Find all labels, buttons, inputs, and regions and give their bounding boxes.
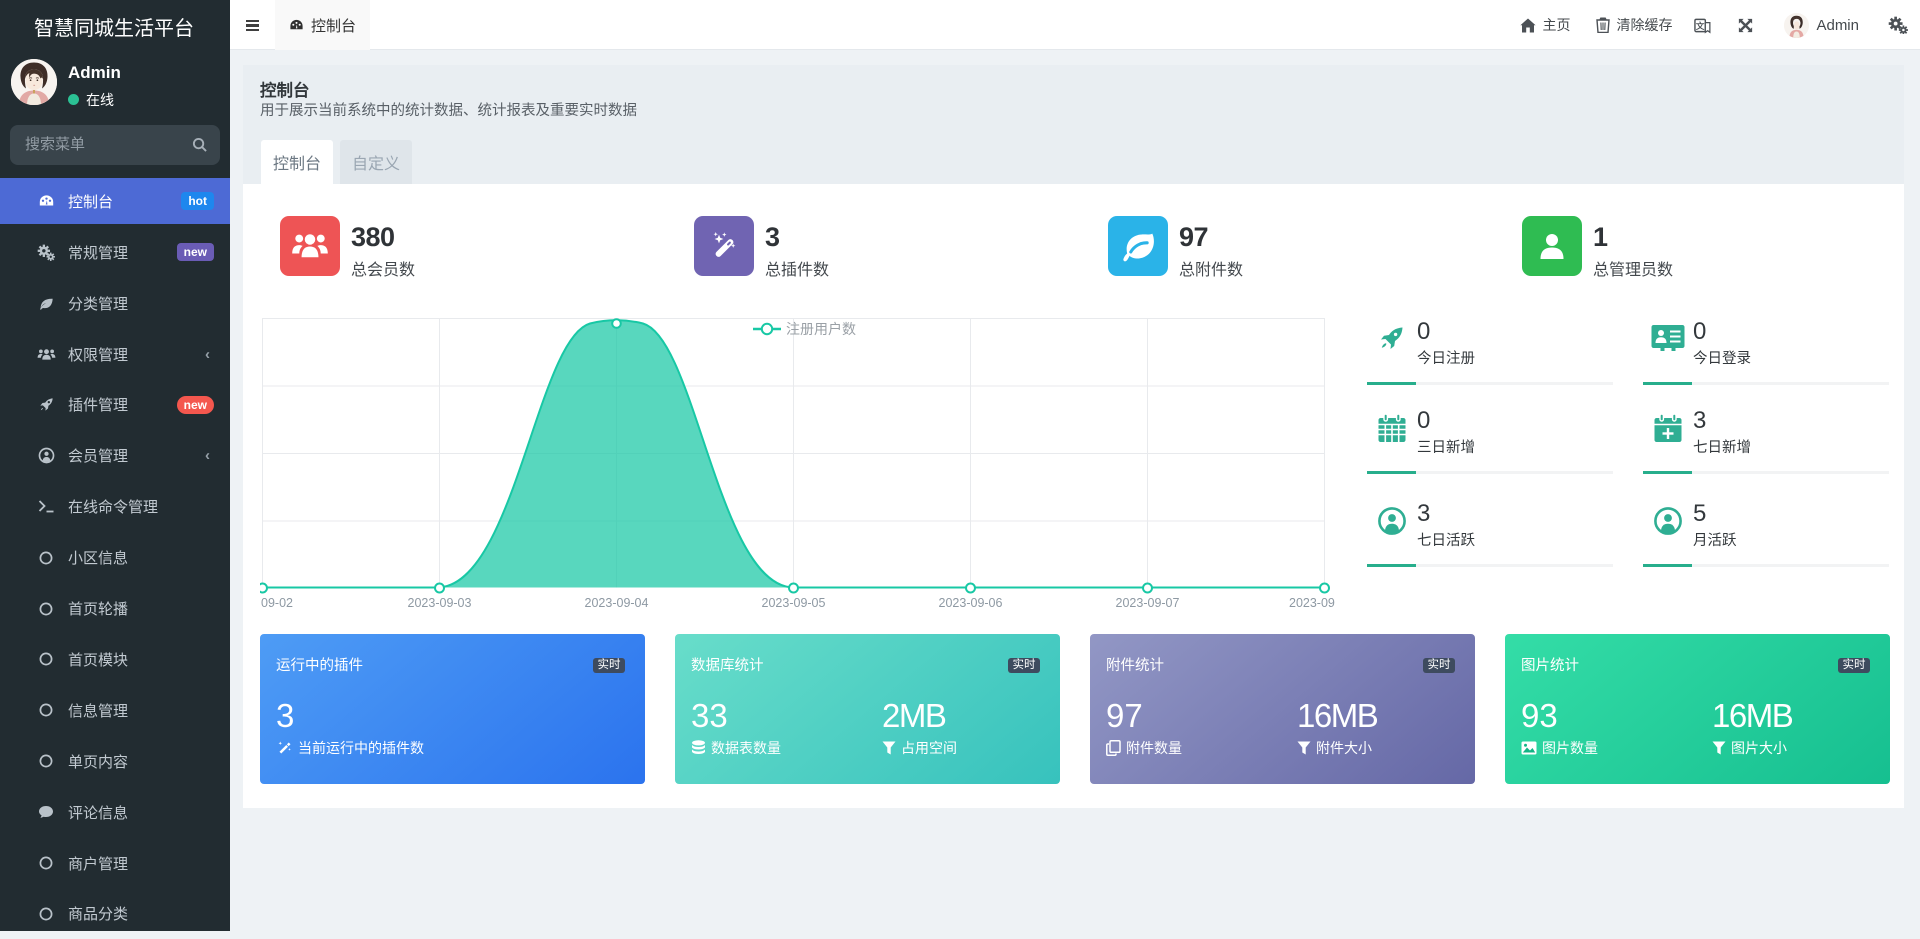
svg-text:2023-09-04: 2023-09-04 — [585, 596, 649, 610]
svg-text:2023-09-07: 2023-09-07 — [1116, 596, 1180, 610]
svg-text:2023-09-03: 2023-09-03 — [408, 596, 472, 610]
svg-text:2023-09-05: 2023-09-05 — [762, 596, 826, 610]
svg-text:2023-09-06: 2023-09-06 — [939, 596, 1003, 610]
svg-text:文: 文 — [1696, 20, 1705, 30]
svg-text:注册用户数: 注册用户数 — [786, 321, 856, 337]
svg-text:09-02: 09-02 — [261, 596, 293, 610]
svg-text:2023-09: 2023-09 — [1289, 596, 1335, 610]
